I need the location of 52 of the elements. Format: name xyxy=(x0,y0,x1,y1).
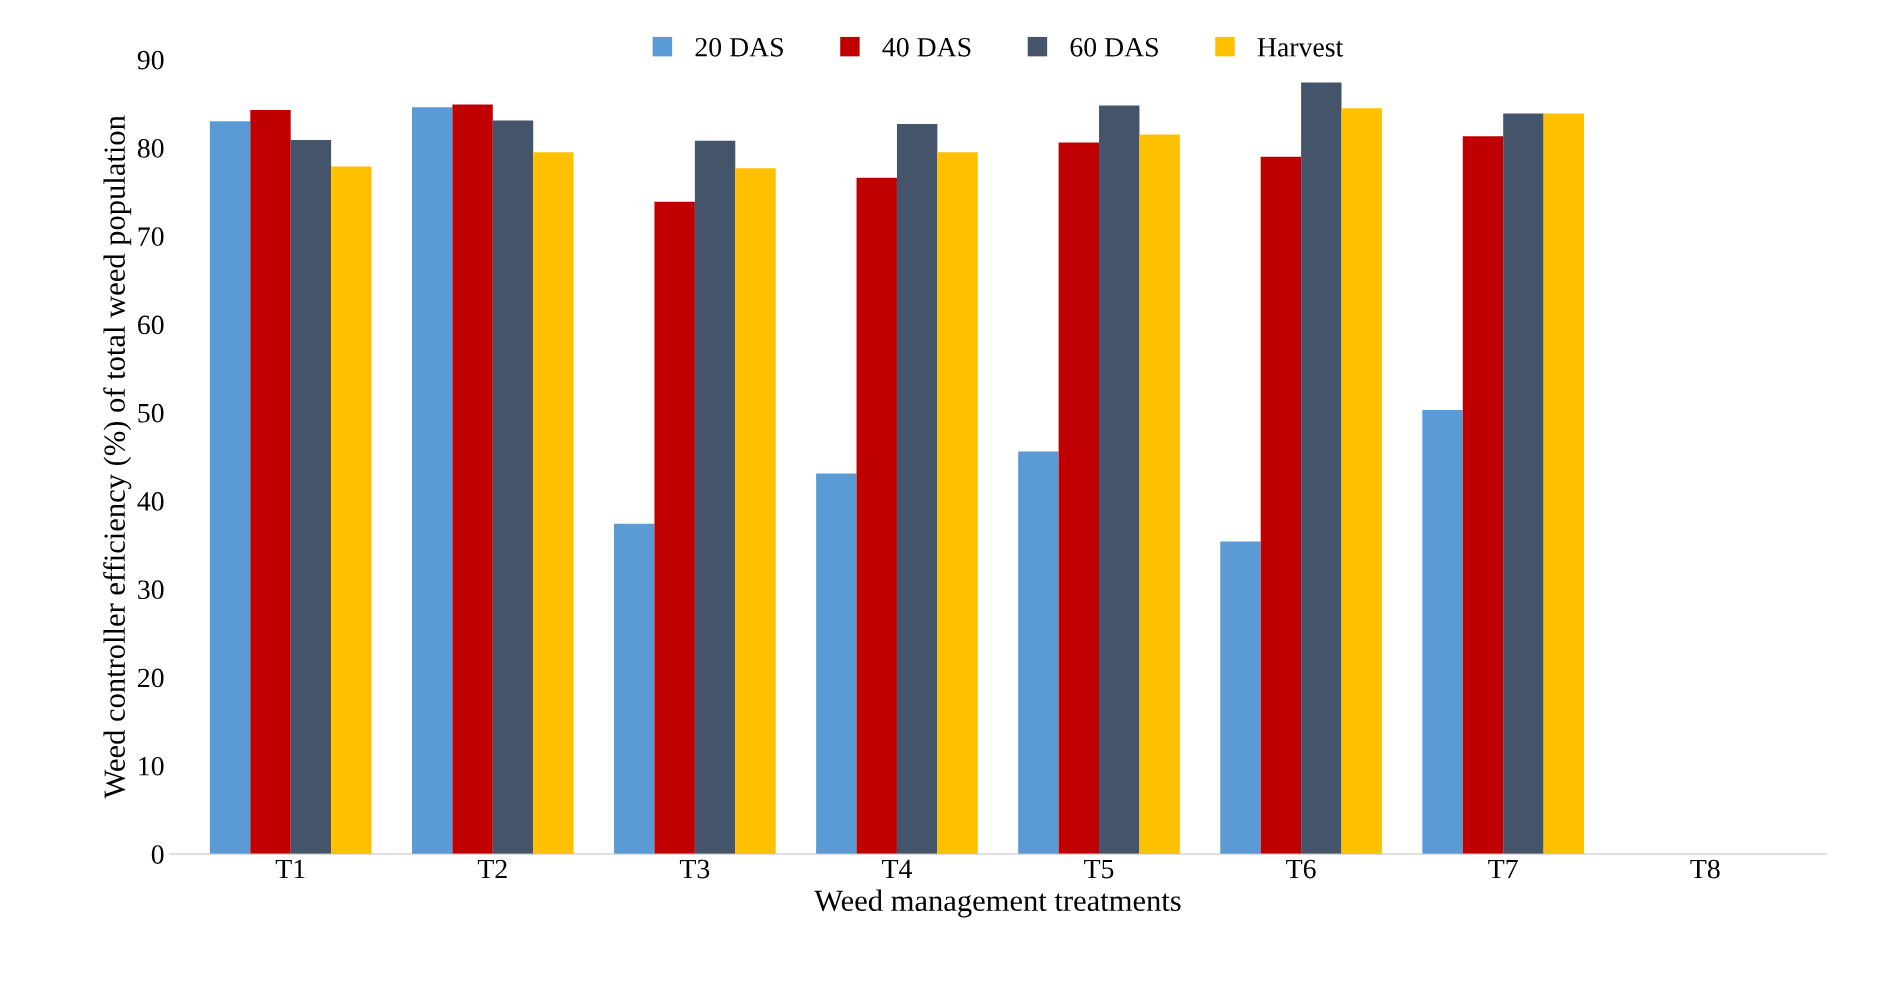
bar xyxy=(1422,410,1463,854)
bar xyxy=(1139,134,1180,854)
bar xyxy=(1099,105,1140,854)
y-tick-label: 30 xyxy=(138,580,164,600)
x-tick-label: T1 xyxy=(275,859,305,879)
x-tick-label: T7 xyxy=(1488,859,1518,879)
bar xyxy=(331,166,372,854)
x-axis-title: Weed management treatments xyxy=(814,889,1181,918)
bar xyxy=(856,177,897,854)
bar xyxy=(1503,113,1544,854)
bar xyxy=(614,523,655,854)
bar xyxy=(1462,136,1504,854)
x-tick-label: T2 xyxy=(477,859,507,879)
bar xyxy=(1018,451,1059,854)
legend-label: 60 DAS xyxy=(1070,37,1158,57)
bar xyxy=(492,120,534,854)
legend-label: 40 DAS xyxy=(882,37,971,57)
y-tick-label: 70 xyxy=(138,227,164,247)
x-tick-label: T3 xyxy=(679,859,710,879)
bar xyxy=(654,201,695,854)
x-tick-label: T8 xyxy=(1690,859,1720,879)
bar xyxy=(896,124,938,854)
bar xyxy=(1301,82,1342,854)
bar xyxy=(411,107,453,854)
bar xyxy=(1543,113,1585,854)
bar xyxy=(1220,541,1261,854)
bar xyxy=(290,139,332,854)
bar xyxy=(937,152,978,854)
y-tick-label: 10 xyxy=(139,756,164,776)
x-tick-label: T5 xyxy=(1084,859,1114,879)
bar xyxy=(533,152,574,854)
bar xyxy=(694,140,736,854)
y-tick-label: 90 xyxy=(137,50,164,70)
bar xyxy=(250,109,291,854)
bar xyxy=(735,168,776,854)
y-tick-label: 60 xyxy=(138,315,164,335)
y-tick-label: 0 xyxy=(151,845,164,864)
bar xyxy=(209,121,251,854)
bar xyxy=(1260,156,1302,854)
y-tick-label: 40 xyxy=(137,492,164,511)
y-tick-label: 50 xyxy=(138,403,164,423)
bar xyxy=(1058,142,1100,854)
y-tick-label: 20 xyxy=(138,668,164,688)
x-tick-label: T6 xyxy=(1286,859,1316,879)
bar xyxy=(452,104,493,854)
y-tick-label: 80 xyxy=(137,139,164,158)
y-axis-title: Weed controller efficiency (%) of total weed population xyxy=(103,115,132,799)
bar xyxy=(816,473,857,854)
x-tick-label: T4 xyxy=(882,859,912,879)
legend-label: 20 DAS xyxy=(695,37,783,57)
bar xyxy=(1341,108,1382,854)
legend-label: Harvest xyxy=(1257,38,1344,57)
